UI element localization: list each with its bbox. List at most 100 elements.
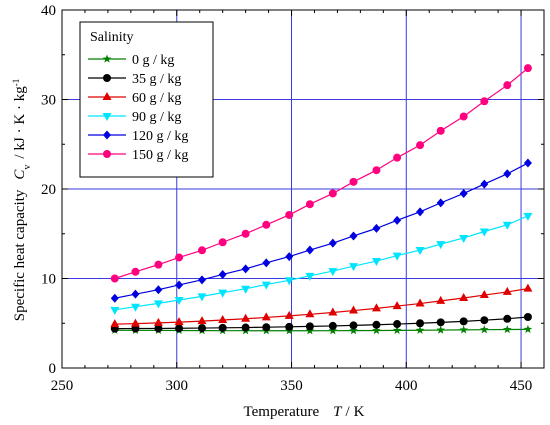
data-point <box>393 153 402 162</box>
data-point <box>480 325 489 334</box>
data-point <box>479 228 489 237</box>
data-point <box>110 293 119 303</box>
y-axis-label-unit-superscript: -1 <box>11 79 21 87</box>
x-tick-label: 300 <box>166 378 189 394</box>
data-point <box>348 305 358 314</box>
data-point <box>503 169 512 179</box>
data-point <box>305 322 314 331</box>
data-point <box>459 188 468 198</box>
y-axis-label-symbol: C <box>12 169 28 180</box>
x-axis-label-text: Temperature <box>244 404 320 420</box>
data-point <box>503 314 512 323</box>
data-point <box>436 198 445 208</box>
data-point <box>503 81 512 90</box>
data-point <box>328 321 337 330</box>
x-tick-label: 350 <box>280 378 303 394</box>
data-point <box>218 238 227 247</box>
data-point <box>349 231 358 241</box>
y-tick-label: 20 <box>41 182 56 198</box>
data-point <box>175 280 184 290</box>
data-point <box>349 326 358 335</box>
data-point <box>392 325 402 335</box>
data-point <box>241 285 251 294</box>
data-point <box>305 272 315 281</box>
data-point <box>305 245 314 255</box>
data-point <box>480 179 489 189</box>
data-point <box>523 312 532 321</box>
x-axis-label: Temperature T / K <box>244 404 365 420</box>
data-point <box>349 321 358 330</box>
data-point <box>502 286 512 295</box>
data-point <box>416 319 425 328</box>
legend: Salinity 0 g / kg 35 g / kg 60 g / kg 90 g … <box>79 21 214 178</box>
data-point <box>262 220 271 229</box>
data-point <box>130 318 140 327</box>
legend-item: 120 g / kg <box>88 129 188 144</box>
data-point <box>174 317 184 326</box>
data-point <box>372 223 381 233</box>
data-point <box>261 281 271 290</box>
legend-item: 150 g / kg <box>88 148 188 163</box>
legend-items: 0 g / kg 35 g / kg 60 g / kg 90 g / kg 120 g… <box>88 53 188 163</box>
data-point <box>131 267 140 276</box>
data-point <box>415 325 425 334</box>
legend-title: Salinity <box>90 30 134 45</box>
y-tick-label: 40 <box>41 3 56 19</box>
data-point <box>523 64 532 73</box>
series-line <box>114 162 529 299</box>
data-point <box>175 253 184 262</box>
data-point <box>416 141 425 150</box>
data-point <box>459 317 468 326</box>
data-point <box>262 258 271 268</box>
data-point <box>130 303 140 312</box>
data-point <box>241 229 250 238</box>
data-point <box>392 252 402 261</box>
data-point <box>459 234 469 243</box>
x-tick-label: 250 <box>51 378 74 394</box>
data-point <box>305 309 315 318</box>
data-point <box>416 207 425 217</box>
legend-label: 120 g / kg <box>132 129 188 144</box>
data-point <box>198 246 207 255</box>
data-point <box>285 252 294 262</box>
data-point <box>218 289 228 298</box>
y-axis-label: Specific heat capacityCv/kJ · K · kg-1 <box>11 79 33 321</box>
data-point <box>261 312 271 321</box>
data-point <box>328 189 337 198</box>
data-point <box>436 325 445 334</box>
data-point <box>153 317 163 326</box>
series-line <box>114 215 529 311</box>
series-line <box>114 67 529 280</box>
series-5 <box>110 64 532 283</box>
data-point <box>348 263 358 272</box>
data-point <box>218 323 227 332</box>
data-point <box>436 126 445 135</box>
legend-marker <box>102 113 112 121</box>
y-axis-label-unit: kJ · K · kg <box>12 86 28 151</box>
legend-label: 150 g / kg <box>132 148 188 163</box>
legend-marker <box>103 150 111 158</box>
x-axis-label-unit: K <box>354 404 365 420</box>
data-point <box>218 315 228 324</box>
data-point <box>502 221 512 230</box>
data-point <box>174 296 184 305</box>
series-1 <box>110 312 532 333</box>
legend-label: 35 g / kg <box>132 72 181 87</box>
data-point <box>175 324 184 333</box>
data-point <box>436 241 446 250</box>
data-point <box>284 277 294 286</box>
data-point <box>523 158 532 168</box>
series-layer <box>110 64 533 335</box>
data-point <box>328 307 338 316</box>
y-axis-label-subscript: v <box>22 165 33 170</box>
legend-item: 90 g / kg <box>88 110 181 125</box>
data-point <box>372 326 381 335</box>
series-line <box>114 288 529 325</box>
data-point <box>154 260 163 269</box>
legend-item: 0 g / kg <box>88 53 174 68</box>
series-line <box>114 328 528 332</box>
data-point <box>131 289 140 299</box>
data-point <box>241 264 250 274</box>
data-point <box>154 285 163 295</box>
